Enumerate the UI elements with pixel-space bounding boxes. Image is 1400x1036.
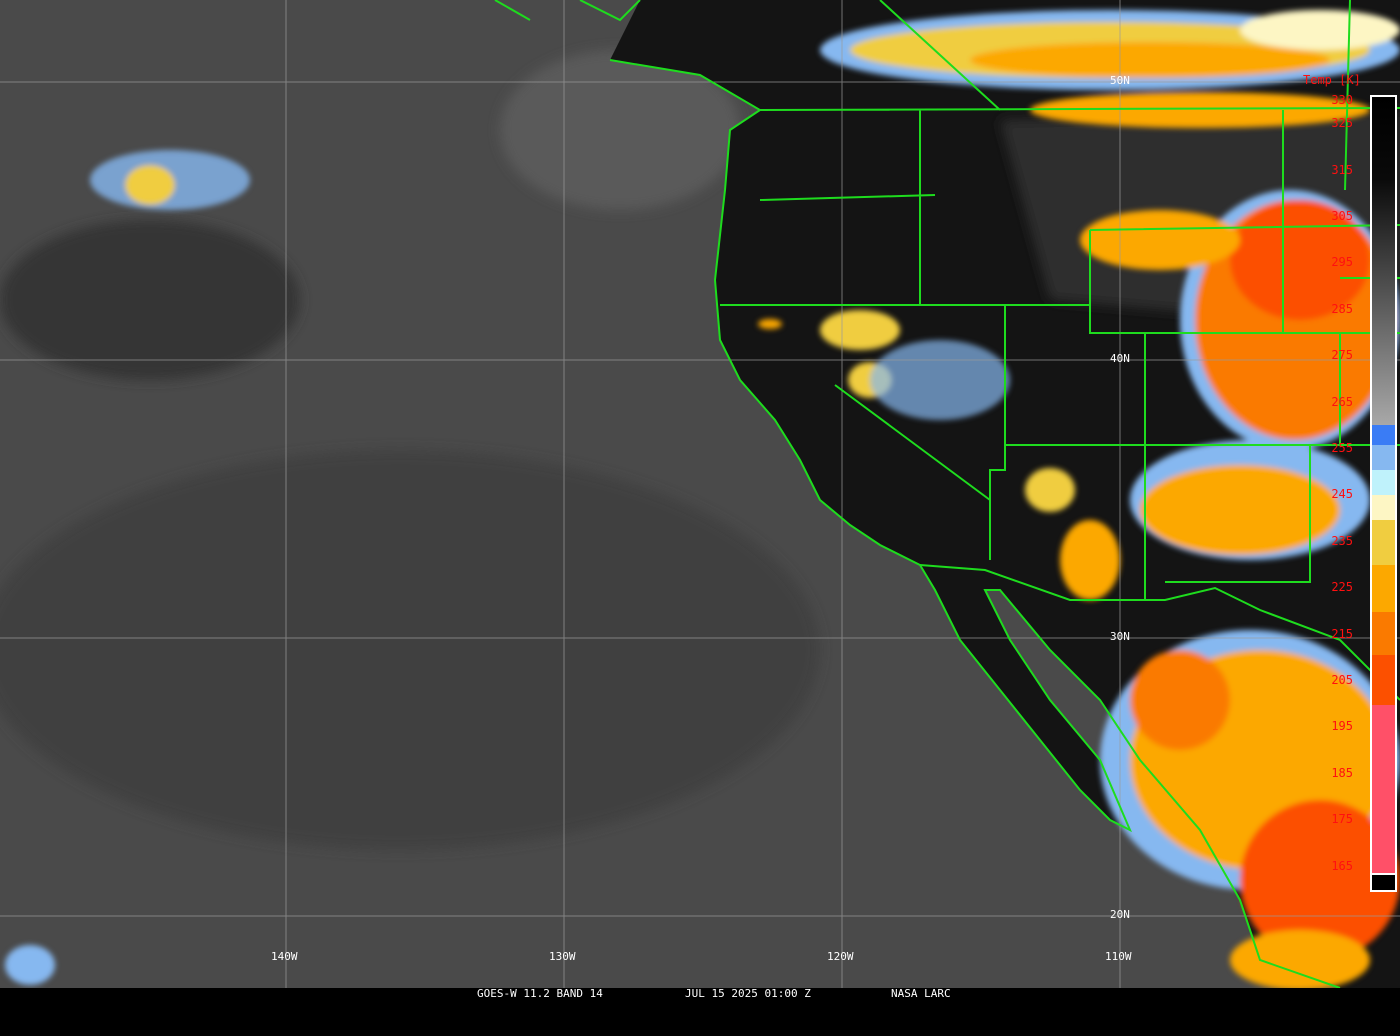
colorbar-title: Temp [K] — [1303, 73, 1361, 87]
colorbar-tick: 225 — [1331, 580, 1353, 595]
image-caption: GOES-W 11.2 BAND 14 JUL 15 2025 01:00 Z … — [0, 988, 1400, 1000]
colorbar-tick: 275 — [1331, 348, 1353, 363]
longitude-label: 140W — [271, 950, 298, 963]
colorbar-tick: 205 — [1331, 673, 1353, 687]
source-label: NASA LARC — [891, 987, 951, 1000]
colorbar-tick: 265 — [1331, 394, 1353, 409]
colorbar-tick: 295 — [1331, 255, 1353, 270]
latitude-label: 30N — [1110, 630, 1130, 643]
colorbar-tick: 215 — [1331, 626, 1353, 641]
longitude-label: 110W — [1105, 950, 1132, 963]
colorbar-tick: 330 — [1331, 93, 1353, 107]
product-label: GOES-W 11.2 BAND 14 — [477, 987, 603, 1000]
longitude-label: 120W — [827, 950, 854, 963]
political-borders — [494, 0, 1400, 988]
colorbar-tick: 245 — [1331, 487, 1353, 502]
lat-lon-grid — [0, 0, 1400, 988]
datetime-label: JUL 15 2025 01:00 Z — [685, 987, 811, 1000]
colorbar-tick: 325 — [1331, 116, 1353, 131]
colorbar-tick: 195 — [1331, 719, 1353, 734]
longitude-label: 130W — [549, 950, 576, 963]
latitude-label: 20N — [1110, 908, 1130, 921]
colorbar-tick: 285 — [1331, 301, 1353, 316]
colorbar-tick: 185 — [1331, 765, 1353, 780]
colorbar-tick: 315 — [1331, 162, 1353, 177]
colorbar-tick: 165 — [1331, 858, 1353, 873]
colorbar-tick: 305 — [1331, 209, 1353, 223]
satellite-ir-map — [0, 0, 1400, 988]
temperature-colorbar — [1370, 95, 1397, 892]
latitude-label: 40N — [1110, 352, 1130, 365]
colorbar-tick: 175 — [1331, 812, 1353, 827]
latitude-label: 50N — [1110, 74, 1130, 87]
colorbar-tick: 235 — [1331, 533, 1353, 548]
colorbar-tick: 255 — [1331, 441, 1353, 455]
